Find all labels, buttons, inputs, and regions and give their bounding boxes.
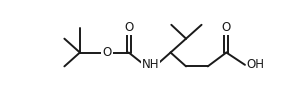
Text: O: O xyxy=(222,21,231,34)
Text: OH: OH xyxy=(246,58,265,71)
Text: NH: NH xyxy=(142,58,159,71)
Text: O: O xyxy=(103,46,112,59)
Text: O: O xyxy=(124,21,133,34)
